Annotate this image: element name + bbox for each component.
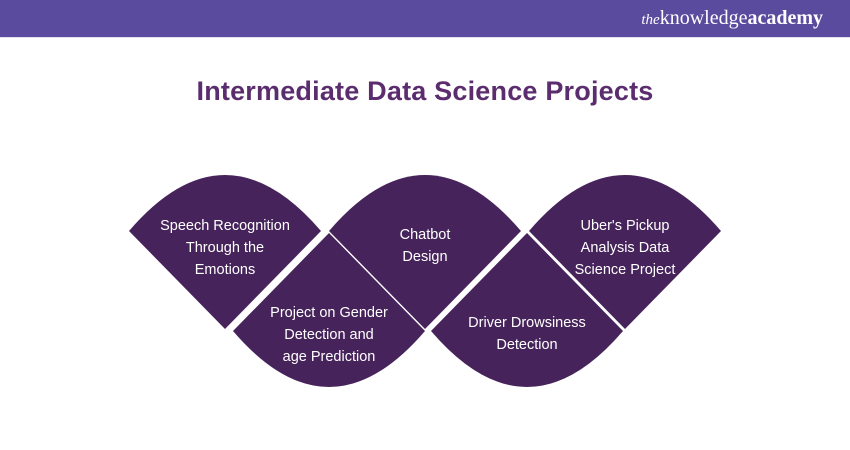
petal-up-shape [329, 175, 521, 329]
brand-logo-the: the [641, 12, 660, 28]
project-label: Chatbot Design [399, 227, 451, 265]
project-label: Driver Drowsiness Detection [468, 315, 586, 353]
project-shape-gender-age-detection: Project on Gender Detection and age Pred… [233, 233, 425, 387]
brand-logo-academy: academy [747, 7, 823, 29]
brand-logo: theknowledgeacademy [641, 0, 823, 38]
project-shape-driver-drowsiness: Driver Drowsiness Detection [431, 233, 623, 387]
project-shape-ubers-pickup-analysis: Uber's Pickup Analysis Data Science Proj… [529, 175, 721, 329]
brand-logo-knowledge: knowledge [659, 7, 748, 29]
project-label: Project on Gender Detection and age Pred… [270, 305, 388, 365]
project-label: Speech Recognition Through the Emotions [160, 218, 290, 278]
project-shape-chatbot-design: Chatbot Design [329, 175, 521, 329]
project-shape-speech-recognition: Speech Recognition Through the Emotions [129, 175, 321, 329]
petal-up-shape [129, 175, 321, 329]
page-title: Intermediate Data Science Projects [196, 76, 654, 106]
petal-down-shape [431, 233, 623, 387]
project-label: Uber's Pickup Analysis Data Science Proj… [574, 218, 676, 278]
petal-down-shape [233, 233, 425, 387]
header-bar: theknowledgeacademy [0, 0, 850, 38]
petal-up-shape [529, 175, 721, 329]
